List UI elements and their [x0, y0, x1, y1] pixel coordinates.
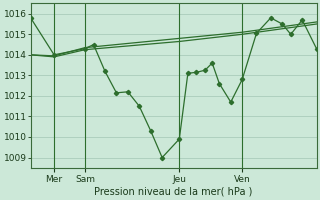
X-axis label: Pression niveau de la mer( hPa ): Pression niveau de la mer( hPa ) [94, 187, 253, 197]
